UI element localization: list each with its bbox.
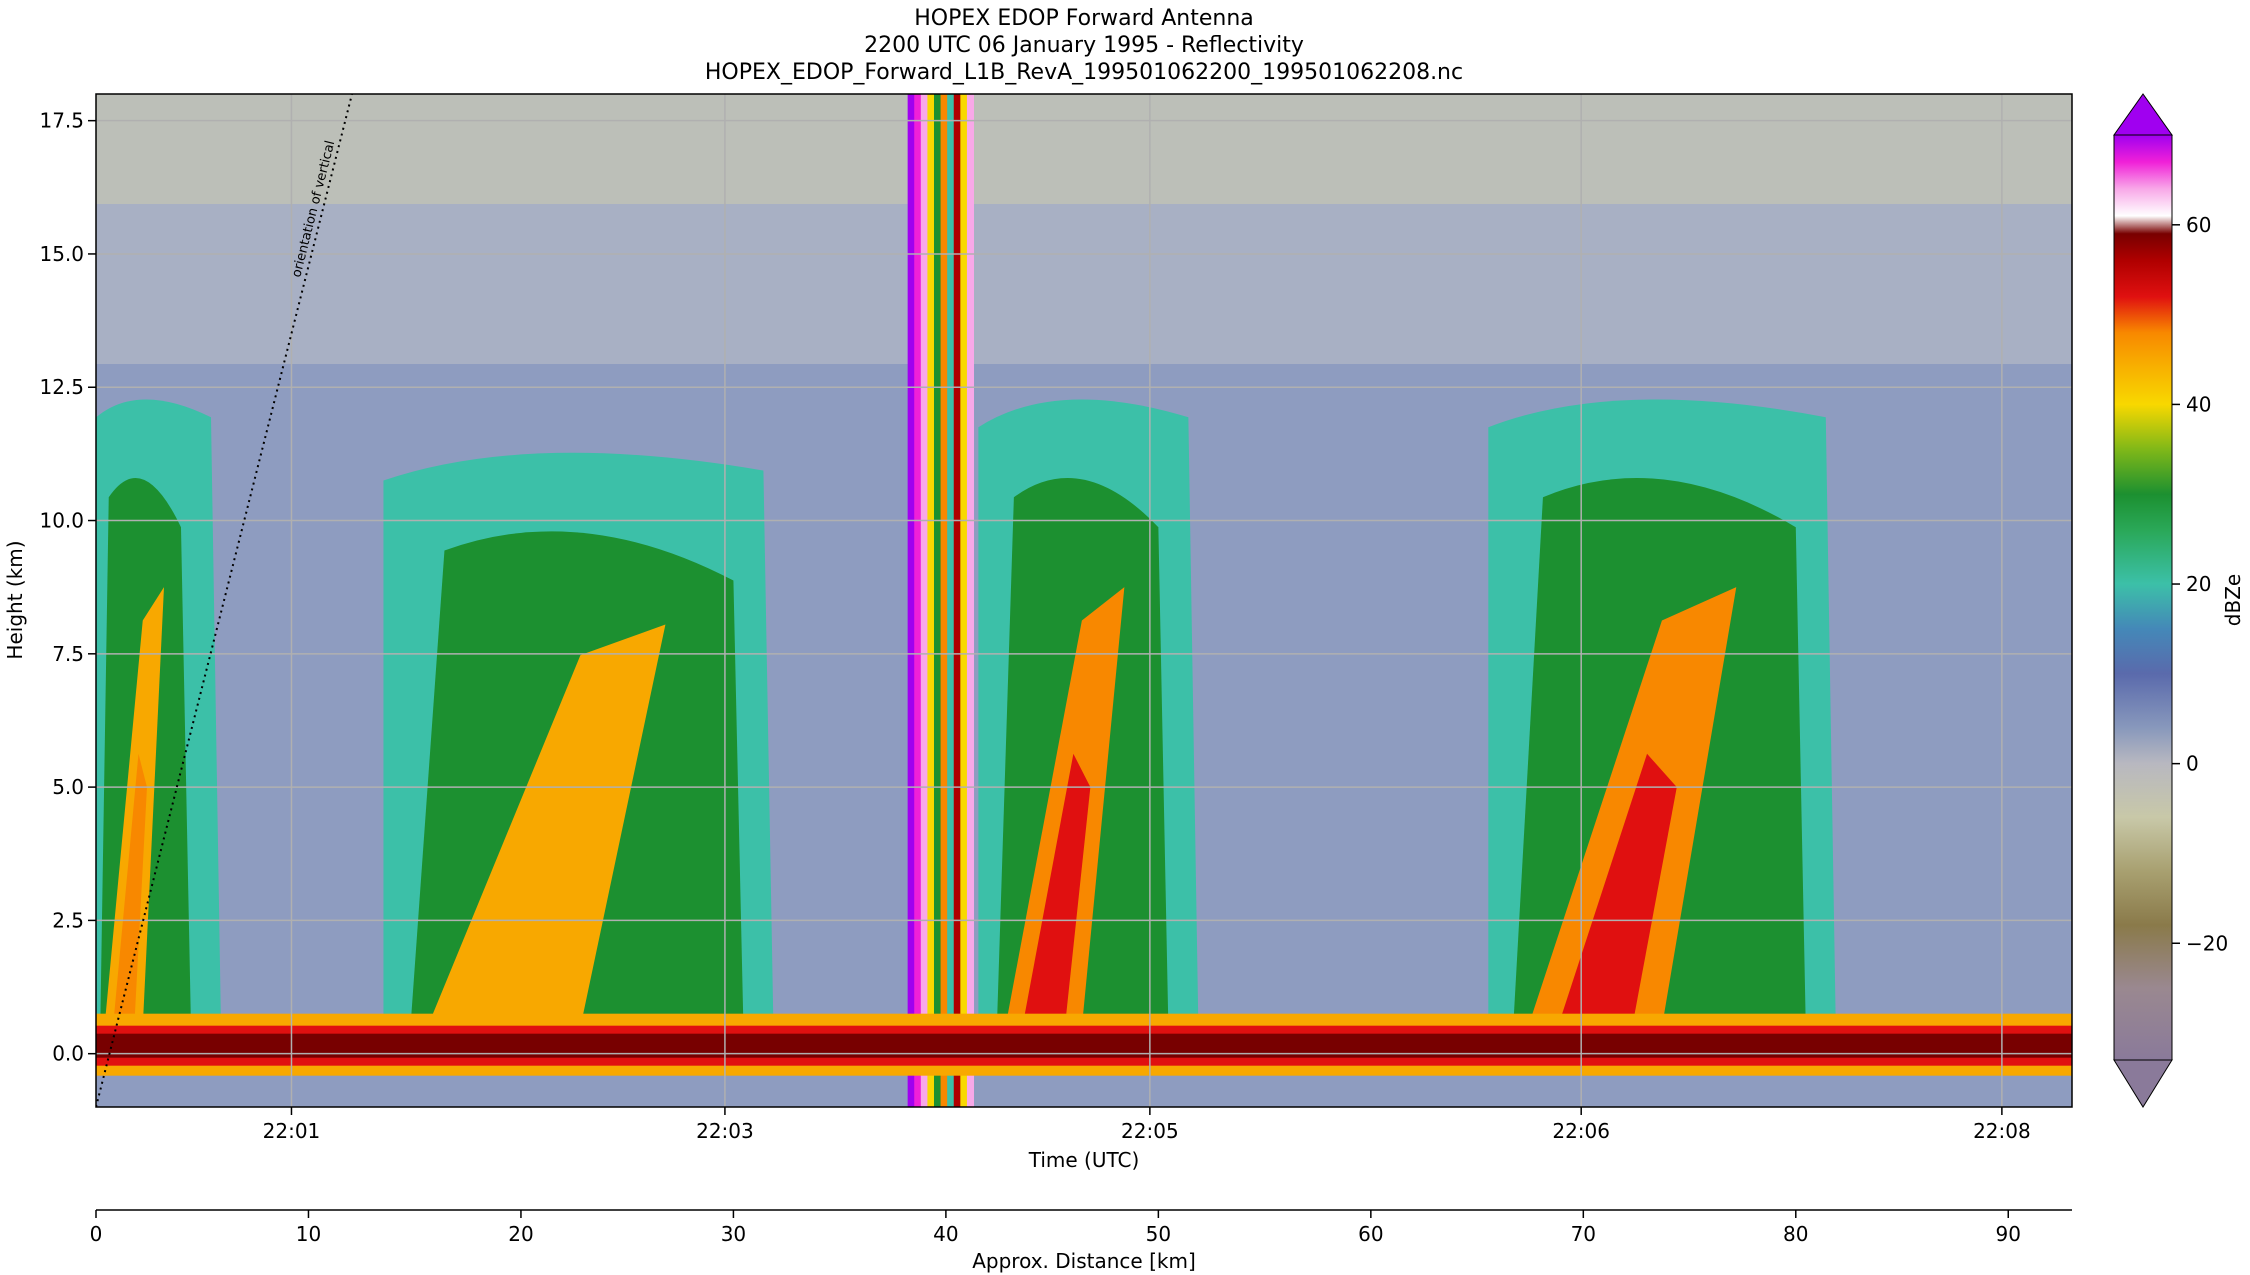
- cell-inner-core: [112, 753, 147, 1028]
- distance-tick-label: 30: [721, 1222, 746, 1246]
- saturated-column: [966, 94, 975, 1107]
- y-tick-label: 15.0: [39, 242, 84, 266]
- distance-tick-label: 20: [508, 1222, 533, 1246]
- colorbar-tick-label: 20: [2186, 572, 2211, 596]
- saturated-column: [920, 94, 928, 1107]
- colorbar-ticks: −20 0 20 40 60: [2172, 213, 2228, 955]
- plot-frame: [95, 93, 2073, 1108]
- x-tick-label: 22:03: [696, 1119, 754, 1143]
- saturated-column: [940, 94, 948, 1107]
- colorbar-tick-label: −20: [2186, 931, 2228, 955]
- y-tick-label: 5.0: [52, 775, 84, 799]
- distance-tick-label: 70: [1571, 1222, 1596, 1246]
- x-tick-label: 22:06: [1552, 1119, 1610, 1143]
- colorbar-tick-label: 40: [2186, 392, 2211, 416]
- distance-tick-label: 10: [296, 1222, 321, 1246]
- colorbar: −20 0 20 40 60 dBZe: [2113, 93, 2245, 1108]
- title-line-3: HOPEX_EDOP_Forward_L1B_RevA_199501062200…: [705, 60, 1463, 85]
- saturated-column: [953, 94, 961, 1107]
- distance-tick-label: 60: [1358, 1222, 1383, 1246]
- saturated-column: [907, 94, 915, 1107]
- saturated-column: [960, 94, 968, 1107]
- saturated-column: [947, 94, 955, 1107]
- y-tick-label: 12.5: [39, 375, 84, 399]
- x-tick-label: 22:05: [1121, 1119, 1179, 1143]
- cell-inner-core: [1022, 753, 1091, 1028]
- y-tick-label: 0.0: [52, 1042, 84, 1066]
- colorbar-max-extend: [2113, 93, 2173, 136]
- x-axis-distance: 0 10 20 30 40 50 60 70 80 90: [90, 1210, 2021, 1246]
- y-tick-label: 7.5: [52, 642, 84, 666]
- distance-tick-label: 50: [1146, 1222, 1171, 1246]
- y-tick-label: 10.0: [39, 509, 84, 533]
- saturated-column: [933, 94, 942, 1107]
- top-clear-air: [96, 94, 2072, 204]
- reflectivity-cells: [96, 94, 2072, 1107]
- distance-tick-label: 0: [90, 1222, 103, 1246]
- saturated-column: [914, 94, 922, 1107]
- x-tick-label: 22:01: [263, 1119, 321, 1143]
- title-line-1: HOPEX EDOP Forward Antenna: [914, 6, 1254, 31]
- y-tick-label: 2.5: [52, 908, 84, 932]
- distance-tick-label: 40: [933, 1222, 958, 1246]
- colorbar-body: [2113, 134, 2173, 1061]
- cell-inner-core: [461, 777, 598, 1028]
- vertical-orientation-line: [96, 94, 353, 1107]
- y-axis-label: Height (km): [3, 540, 27, 659]
- colorbar-tick-label: 0: [2186, 752, 2199, 776]
- x-axis-label: Time (UTC): [1028, 1148, 1140, 1172]
- title-line-2: 2200 UTC 06 January 1995 - Reflectivity: [864, 33, 1304, 58]
- colorbar-min-extend: [2113, 1059, 2173, 1108]
- colorbar-label: dBZe: [2221, 574, 2245, 626]
- y-tick-label: 17.5: [39, 109, 84, 133]
- x-tick-label: 22:08: [1973, 1119, 2031, 1143]
- chart-title: HOPEX EDOP Forward Antenna 2200 UTC 06 J…: [705, 6, 1463, 85]
- distance-tick-label: 90: [1996, 1222, 2021, 1246]
- plot-area: orientation of vertical: [96, 94, 2072, 1107]
- y-axis: 0.0 2.5 5.0 7.5 10.0 12.5 15.0 17.5: [39, 109, 96, 1066]
- x-axis-time: 22:01 22:03 22:05 22:06 22:08: [263, 1107, 2031, 1143]
- colorbar-tick-label: 60: [2186, 213, 2211, 237]
- distance-axis-label: Approx. Distance [km]: [972, 1249, 1196, 1273]
- saturated-column: [927, 94, 935, 1107]
- gridlines: [96, 94, 2072, 1107]
- distance-tick-label: 80: [1783, 1222, 1808, 1246]
- cell-inner-core: [1557, 753, 1677, 1028]
